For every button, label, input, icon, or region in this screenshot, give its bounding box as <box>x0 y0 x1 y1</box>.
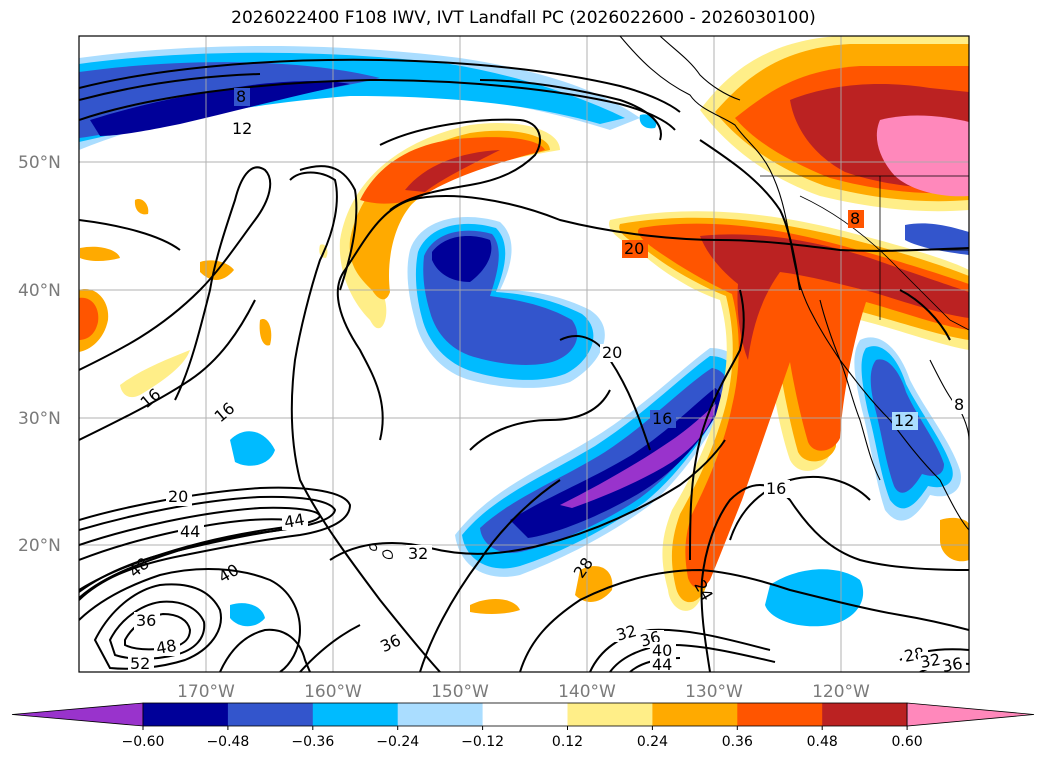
contour-label: 32 <box>406 544 432 563</box>
lon-label: 150°W <box>431 682 489 702</box>
longitude-labels: 170°W 160°W 150°W 140°W 130°W 120°W <box>177 682 870 702</box>
colorbar-swatch <box>482 703 568 726</box>
svg-text:32: 32 <box>408 544 428 563</box>
svg-text:16: 16 <box>766 479 786 498</box>
colorbar-extend-left <box>11 702 144 727</box>
contour-label: 20 <box>600 343 626 362</box>
svg-text:40: 40 <box>652 641 672 660</box>
lon-label: 160°W <box>304 682 362 702</box>
colorbar-tick-label: −0.36 <box>291 734 334 750</box>
contour-label: 12 <box>230 119 256 138</box>
contour-label: 48 <box>154 636 180 658</box>
colorbar-swatch <box>567 703 653 726</box>
lon-label: 170°W <box>177 682 235 702</box>
contour-label: 8 <box>848 209 864 228</box>
contour-label: 32 <box>918 650 944 672</box>
lat-label: 30°N <box>18 409 61 429</box>
positive-band-coastal <box>609 211 969 611</box>
colorbar-tick-label: 0.60 <box>892 734 923 750</box>
latitude-labels: 50°N 40°N 30°N 20°N <box>18 153 61 556</box>
positive-arc-central <box>339 122 560 329</box>
contour-label: 8 <box>952 395 968 414</box>
svg-text:20: 20 <box>168 487 188 506</box>
political-borders <box>760 175 969 331</box>
svg-text:32: 32 <box>614 621 639 645</box>
colorbar-swatch <box>143 703 229 726</box>
negative-band-north <box>79 45 640 150</box>
svg-text:12: 12 <box>894 411 914 430</box>
contour-label: 20 <box>622 239 648 258</box>
map-panel: 8 12 20 20 16 16 16 16 20 44 44 48 40 36… <box>79 36 969 676</box>
colorbar-tick-label: 0.12 <box>552 734 583 750</box>
lon-label: 130°W <box>685 682 743 702</box>
colorbar-tick-label: −0.24 <box>376 734 419 750</box>
contour-label: 36 <box>134 611 160 630</box>
svg-text:44: 44 <box>180 522 200 541</box>
svg-text:20: 20 <box>602 343 622 362</box>
colorbar-tick-label: 0.24 <box>637 734 668 750</box>
lon-label: 140°W <box>558 682 616 702</box>
svg-text:16: 16 <box>652 409 672 428</box>
svg-text:52: 52 <box>130 654 150 673</box>
lon-label: 120°W <box>812 682 870 702</box>
contour-label: 44 <box>282 510 308 532</box>
contour-label: 44 <box>650 655 676 674</box>
contour-label: 16 <box>764 479 790 498</box>
svg-text:48: 48 <box>155 636 178 658</box>
colorbar-frame <box>142 702 908 727</box>
negative-band-subtropical <box>455 348 741 577</box>
iwv-contours <box>79 58 969 672</box>
svg-text:8: 8 <box>236 87 246 106</box>
colorbar-swatch <box>312 703 399 726</box>
contour-label: 52 <box>128 654 154 673</box>
contour-label: 36 <box>940 654 966 676</box>
svg-text:36: 36 <box>136 611 156 630</box>
colorbar: −0.60 −0.48 −0.36 −0.24 −0.12 0.12 0.24 0.36 0.4… <box>11 702 1035 750</box>
lat-label: 40°N <box>18 281 61 301</box>
colorbar-tick-label: −0.48 <box>206 734 249 750</box>
colorbar-tick-label: 0.48 <box>807 734 838 750</box>
map-frame <box>78 35 970 673</box>
colorbar-tick-label: −0.12 <box>461 734 504 750</box>
map-title: 2026022400 F108 IWV, IVT Landfall PC (20… <box>231 8 816 28</box>
svg-text:44: 44 <box>283 510 306 532</box>
gridlines <box>79 36 969 672</box>
colorbar-swatch <box>397 703 484 726</box>
contour-label: 20 <box>166 487 192 506</box>
svg-text:8: 8 <box>954 395 964 414</box>
contour-label: 32 <box>614 621 640 645</box>
colorbar-tick-label: −0.60 <box>122 734 165 750</box>
svg-text:32: 32 <box>919 650 942 672</box>
svg-text:44: 44 <box>652 655 672 674</box>
svg-text:12: 12 <box>232 119 252 138</box>
svg-text:20: 20 <box>624 239 644 258</box>
contour-label: 16 <box>650 409 676 428</box>
contour-label: 44 <box>178 522 204 541</box>
lat-label: 50°N <box>18 153 61 173</box>
colorbar-swatch <box>652 703 738 726</box>
colorbar-extend-right <box>906 702 1035 727</box>
contour-label: 8 <box>234 87 250 106</box>
colorbar-tick-label: 0.36 <box>722 734 753 750</box>
colorbar-swatch <box>737 703 823 726</box>
colorbar-swatch <box>227 703 314 726</box>
svg-text:8: 8 <box>850 209 860 228</box>
contour-label: 40 <box>650 641 676 660</box>
lat-label: 20°N <box>18 536 61 556</box>
contour-label: 12 <box>892 411 918 430</box>
svg-text:36: 36 <box>941 654 964 676</box>
colorbar-swatch <box>822 703 908 726</box>
